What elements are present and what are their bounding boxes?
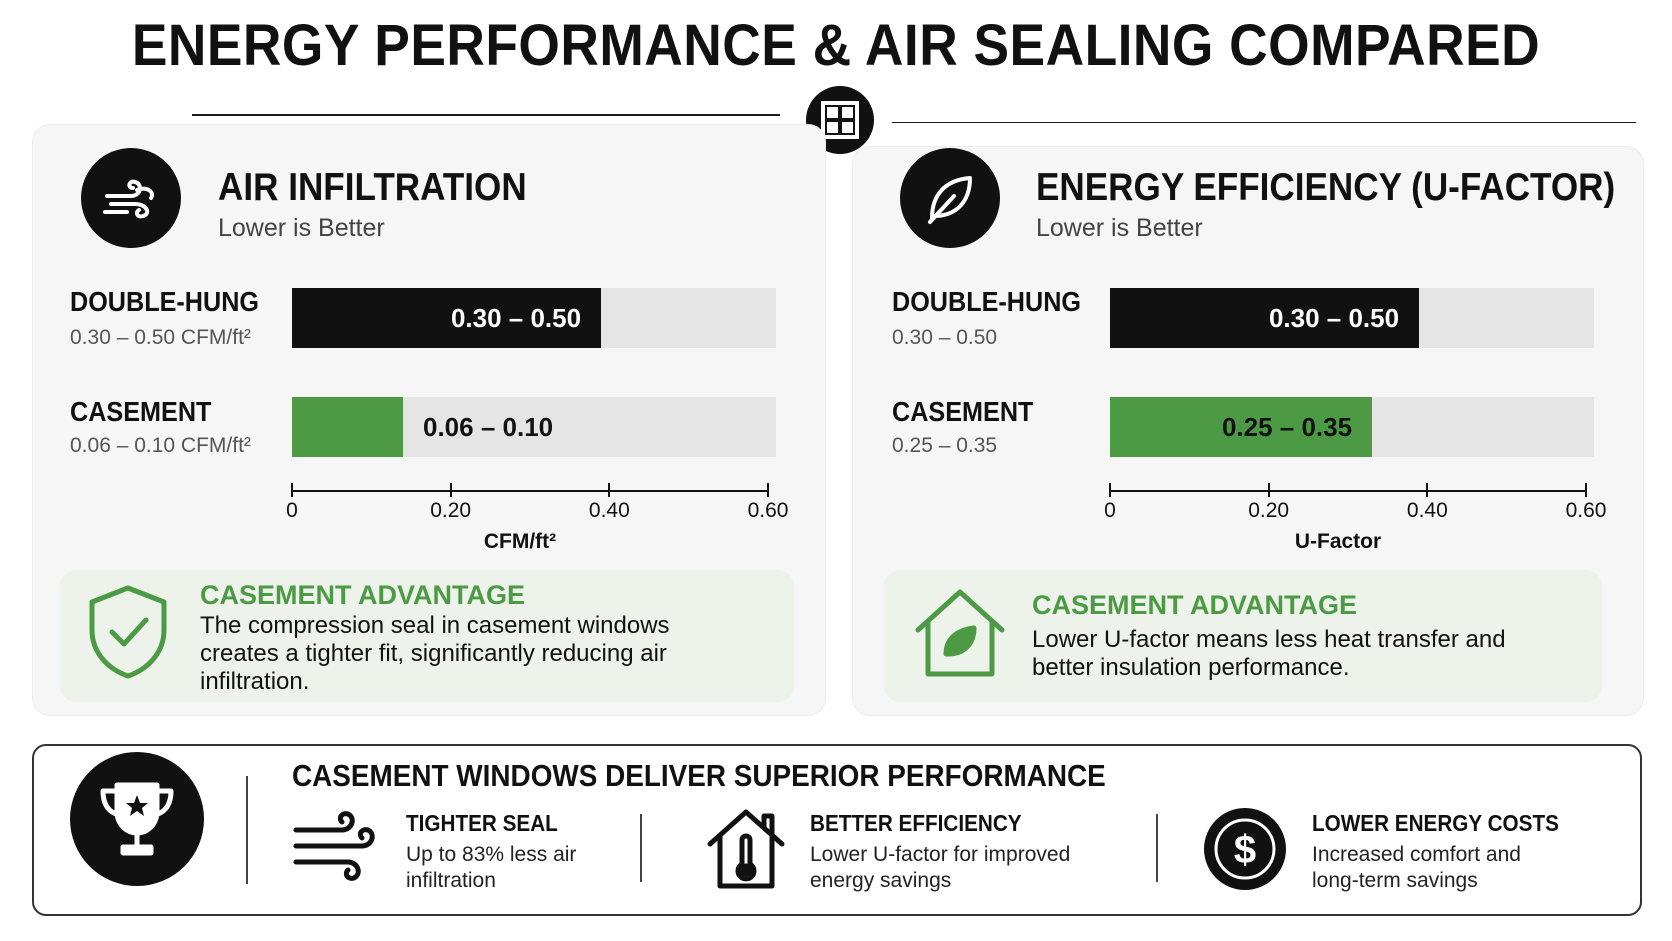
air-bar-label-0: 0.30 – 0.50 — [450, 303, 582, 333]
energy-bar-label-0: 0.30 – 0.50 — [1268, 303, 1400, 333]
energy-x-axis-title: U-Factor — [1294, 530, 1382, 553]
svg-text:$: $ — [1234, 828, 1256, 872]
air-tick-label-2: 0.40 — [588, 499, 630, 522]
page-title: ENERGY PERFORMANCE & AIR SEALING COMPARE… — [131, 13, 1541, 78]
energy-advantage-box — [884, 570, 1602, 702]
energy-tick-label-2: 0.40 — [1406, 499, 1448, 522]
air-bar-casement — [292, 397, 403, 457]
energy-row-range-0: 0.30 – 0.50 — [892, 326, 998, 349]
air-advantage-title: CASEMENT ADVANTAGE — [200, 580, 526, 610]
energy-tick-label-1: 0.20 — [1248, 499, 1290, 522]
energy-bar-track-1: 0.25 – 0.35 — [1110, 397, 1594, 457]
air-x-axis-title: CFM/ft² — [483, 530, 557, 553]
leaf-icon — [900, 148, 1000, 248]
air-panel-subtitle: Lower is Better — [218, 214, 385, 242]
energy-tick-0 — [1109, 483, 1111, 497]
energy-panel-title: ENERGY EFFICIENCY (U-FACTOR) — [1036, 166, 1616, 209]
energy-row-name-0: DOUBLE-HUNG — [892, 286, 1081, 317]
title-rule-right — [892, 122, 1636, 123]
air-x-axis — [292, 490, 768, 492]
air-bar-track-0: 0.30 – 0.50 — [292, 288, 776, 348]
summary-item-heading-0: TIGHTER SEAL — [406, 810, 558, 836]
energy-tick-label-3: 0.60 — [1565, 499, 1607, 522]
energy-bar-casement — [1110, 397, 1372, 457]
summary-item-body-1: Lower U-factor for improved energy savin… — [810, 843, 1071, 892]
summary-divider-main — [246, 776, 248, 884]
energy-tick-label-0: 0 — [1104, 499, 1116, 522]
energy-bar-track-0: 0.30 – 0.50 — [1110, 288, 1594, 348]
energy-bar-double-hung — [1110, 288, 1419, 348]
air-tick-2 — [608, 483, 611, 497]
air-tick-1 — [449, 483, 452, 497]
trophy-star-icon — [70, 752, 204, 886]
air-tick-label-1: 0.20 — [430, 499, 472, 522]
air-advantage-box — [60, 570, 794, 702]
house-thermometer-icon — [706, 806, 786, 895]
air-bar-double-hung — [292, 288, 601, 348]
air-tick-label-3: 0.60 — [747, 499, 789, 522]
shield-check-icon — [86, 584, 170, 685]
air-tick-0 — [291, 483, 293, 497]
energy-tick-3 — [1585, 483, 1587, 497]
air-bar-label-1: 0.06 – 0.10 — [423, 412, 554, 442]
air-tick-label-0: 0 — [286, 499, 298, 522]
air-advantage-body: The compression seal in casement windows… — [200, 612, 670, 695]
energy-bar-label-1: 0.25 – 0.35 — [1221, 412, 1353, 442]
air-tick-3 — [767, 483, 769, 497]
energy-tick-1 — [1267, 483, 1270, 497]
energy-row-name-1: CASEMENT — [892, 396, 1034, 427]
energy-tick-2 — [1426, 483, 1429, 497]
summary-divider-2 — [1156, 814, 1158, 882]
air-row-range-1: 0.06 – 0.10 CFM/ft² — [70, 434, 251, 457]
air-row-range-0: 0.30 – 0.50 CFM/ft² — [70, 326, 251, 349]
air-row-name-1: CASEMENT — [70, 396, 212, 427]
summary-item-body-2: Increased comfort and long-term savings — [1312, 843, 1521, 892]
wind-icon — [292, 808, 378, 887]
summary-divider-1 — [640, 814, 642, 882]
energy-x-axis — [1110, 490, 1586, 492]
energy-row-range-1: 0.25 – 0.35 — [892, 434, 998, 457]
summary-item-body-0: Up to 83% less air infiltration — [406, 843, 577, 892]
wind-swirl-icon — [81, 148, 181, 248]
energy-panel-subtitle: Lower is Better — [1036, 214, 1203, 242]
summary-item-heading-2: LOWER ENERGY COSTS — [1312, 810, 1559, 836]
air-panel-title: AIR INFILTRATION — [218, 166, 527, 209]
summary-item-heading-1: BETTER EFFICIENCY — [810, 810, 1022, 836]
summary-title: CASEMENT WINDOWS DELIVER SUPERIOR PERFOR… — [292, 758, 1106, 793]
house-leaf-icon — [912, 586, 1008, 685]
air-bar-track-1: 0.06 – 0.10 — [292, 397, 776, 457]
air-row-name-0: DOUBLE-HUNG — [70, 286, 259, 317]
title-rule-left — [192, 114, 780, 116]
dollar-coin-icon: $ — [1204, 808, 1286, 890]
energy-advantage-title: CASEMENT ADVANTAGE — [1032, 590, 1358, 620]
energy-advantage-body: Lower U-factor means less heat transfer … — [1032, 626, 1506, 681]
